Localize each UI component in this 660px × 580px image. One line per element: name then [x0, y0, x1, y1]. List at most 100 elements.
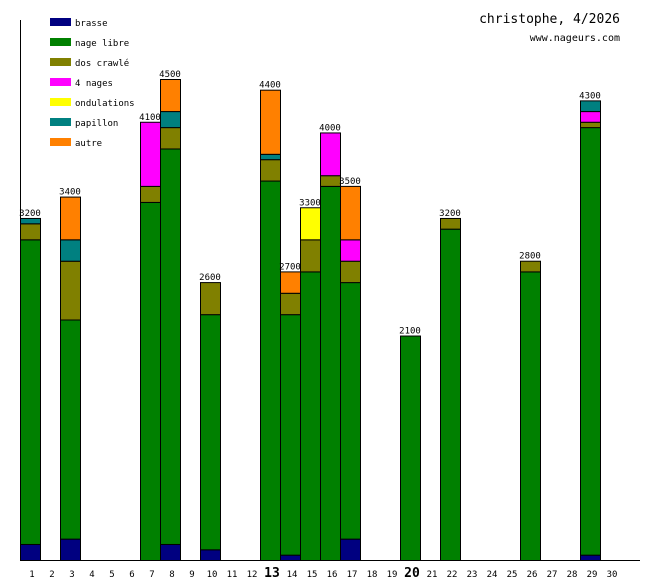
bar-total-label: 2100: [399, 327, 421, 337]
bar-segment-day17-brasse: [340, 538, 361, 561]
bar-total-label: 2700: [279, 262, 301, 272]
bar-segment-day3-nage-libre: [60, 319, 81, 540]
bar-segment-day1-dos-crawlé: [20, 223, 41, 241]
bar-total-label: 3300: [299, 198, 321, 208]
x-tick-label: 18: [367, 570, 378, 580]
bar-total-label: 4400: [259, 81, 281, 91]
bar-segment-day16-nage-libre: [320, 185, 341, 561]
legend-label: autre: [75, 139, 102, 149]
bar-segment-day14-brasse: [280, 554, 301, 562]
legend-swatch: [50, 98, 71, 106]
bar-segment-day3-brasse: [60, 538, 81, 561]
legend-swatch: [50, 118, 71, 126]
bar-segment-day10-brasse: [200, 549, 221, 561]
x-tick-label: 13: [264, 566, 280, 580]
legend-label: brasse: [75, 19, 108, 29]
bar-segment-day1-nage-libre: [20, 239, 41, 545]
bar-total-label: 3200: [19, 209, 41, 219]
legend-label: dos crawlé: [75, 58, 129, 69]
x-tick-label: 12: [247, 570, 258, 580]
bar-segment-day8-papillon: [160, 111, 181, 129]
bar-segment-day3-dos-crawlé: [60, 260, 81, 321]
bar-segment-day22-dos-crawlé: [440, 217, 461, 230]
bar-total-label: 3400: [59, 188, 81, 198]
bar-segment-day7-4-nages: [140, 121, 161, 187]
bar-segment-day20-nage-libre: [400, 335, 421, 561]
bar-segment-day16-dos-crawlé: [320, 175, 341, 187]
legend-swatch: [50, 38, 71, 46]
bar-segment-day29-4-nages: [580, 111, 601, 123]
chart-title: christophe, 4/2026: [479, 12, 620, 27]
x-tick-label: 23: [467, 570, 478, 580]
bar-segment-day15-nage-libre: [300, 271, 321, 561]
x-tick-label: 9: [189, 570, 194, 580]
x-tick-label: 5: [109, 570, 114, 580]
bar-total-label: 3500: [339, 177, 361, 187]
x-tick-label: 19: [387, 570, 398, 580]
x-tick-label: 25: [507, 570, 518, 580]
x-tick-label: 7: [149, 570, 154, 580]
bar-segment-day16-4-nages: [320, 132, 341, 177]
bar-total-label: 4500: [159, 70, 181, 80]
x-tick-label: 17: [347, 570, 358, 580]
x-tick-label: 3: [69, 570, 74, 580]
bar-segment-day14-autre: [280, 271, 301, 294]
x-tick-label: 30: [607, 570, 618, 580]
x-tick-label: 15: [307, 570, 318, 580]
legend-label: ondulations: [75, 99, 135, 109]
bar-segment-day3-autre: [60, 196, 81, 241]
bar-segment-day10-dos-crawlé: [200, 282, 221, 316]
legend-swatch: [50, 58, 71, 66]
bar-segment-day1-papillon: [20, 217, 41, 225]
legend-label: 4 nages: [75, 79, 113, 89]
bar-segment-day22-nage-libre: [440, 228, 461, 561]
x-tick-label: 14: [287, 570, 298, 580]
legend-label: papillon: [75, 119, 118, 129]
bar-segment-day15-dos-crawlé: [300, 239, 321, 273]
bar-segment-day8-autre: [160, 79, 181, 113]
x-tick-label: 1: [29, 570, 34, 580]
x-tick-label: 21: [427, 570, 438, 580]
x-tick-label: 28: [567, 570, 578, 580]
bar-segment-day14-nage-libre: [280, 314, 301, 556]
bar-segment-day14-dos-crawlé: [280, 292, 301, 316]
bar-segment-day3-papillon: [60, 239, 81, 262]
x-tick-label: 6: [129, 570, 134, 580]
bar-segment-day17-dos-crawlé: [340, 260, 361, 284]
bar-total-label: 4300: [579, 91, 601, 101]
x-tick-label: 11: [227, 570, 238, 580]
bar-total-label: 3200: [439, 209, 461, 219]
x-tick-label: 22: [447, 570, 458, 580]
bar-segment-day13-dos-crawlé: [260, 159, 281, 182]
bar-segment-day29-brasse: [580, 554, 601, 562]
bar-segment-day26-nage-libre: [520, 271, 541, 561]
bar-segment-day13-papillon: [260, 153, 281, 161]
bar-total-label: 2600: [199, 273, 221, 283]
bar-segment-day15-ondulations: [300, 207, 321, 241]
bar-total-label: 4000: [319, 123, 341, 133]
legend-swatch: [50, 18, 71, 26]
bar-total-label: 2800: [519, 252, 541, 262]
x-tick-label: 26: [527, 570, 538, 580]
bar-segment-day29-papillon: [580, 100, 601, 113]
x-tick-label: 4: [89, 570, 94, 580]
legend-label: nage libre: [75, 39, 129, 49]
bar-segment-day17-autre: [340, 185, 361, 241]
x-tick-label: 8: [169, 570, 174, 580]
x-tick-label: 10: [207, 570, 218, 580]
bar-segment-day17-4-nages: [340, 239, 361, 262]
bar-segment-day29-nage-libre: [580, 127, 601, 556]
bar-segment-day26-dos-crawlé: [520, 260, 541, 273]
bar-segment-day8-brasse: [160, 543, 181, 562]
x-tick-label: 27: [547, 570, 558, 580]
bar-segment-day10-nage-libre: [200, 314, 221, 551]
bar-segment-day13-nage-libre: [260, 180, 281, 562]
legend-swatch: [50, 138, 71, 146]
x-tick-label: 16: [327, 570, 338, 580]
site-url: www.nageurs.com: [530, 33, 620, 44]
bar-segment-day8-nage-libre: [160, 148, 181, 545]
bar-segment-day17-nage-libre: [340, 282, 361, 540]
bar-segment-day29-dos-crawlé: [580, 121, 601, 129]
